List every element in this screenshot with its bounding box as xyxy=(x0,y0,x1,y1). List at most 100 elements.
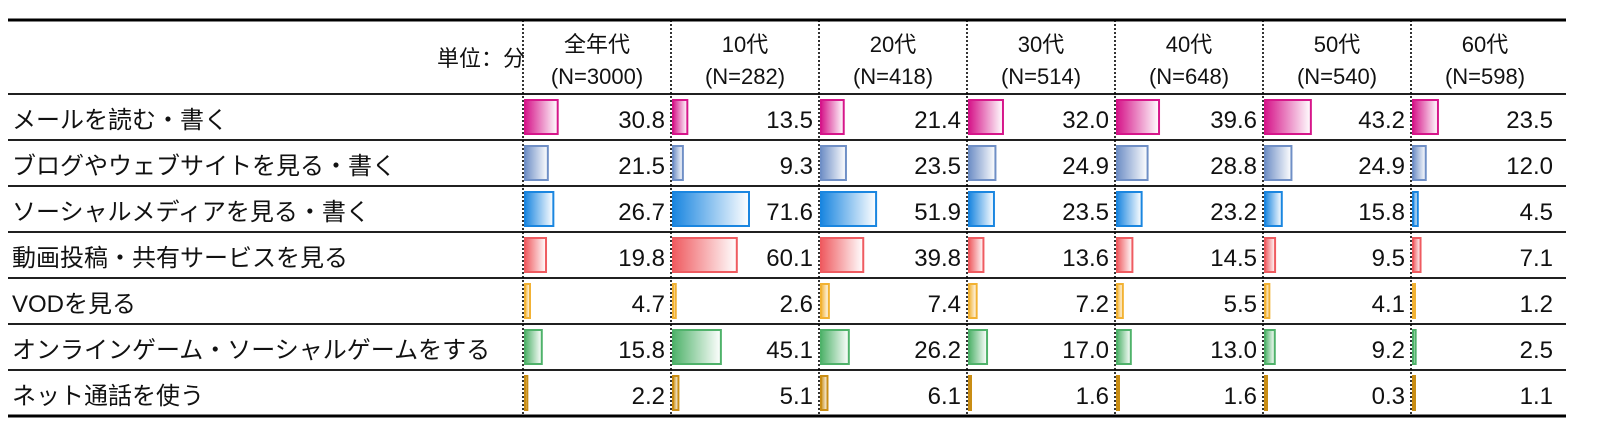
bar xyxy=(1264,99,1312,135)
value-label: 21.4 xyxy=(914,107,961,134)
value-label: 4.7 xyxy=(632,291,665,318)
value-label: 1.6 xyxy=(1076,383,1109,410)
bar xyxy=(1412,329,1417,365)
row-label: ブログやウェブサイトを見る・書く xyxy=(12,153,396,180)
row-label: オンラインゲーム・ソーシャルゲームをする xyxy=(12,337,490,364)
bar xyxy=(672,375,680,411)
value-label: 5.1 xyxy=(780,383,813,410)
row-label: メールを読む・書く xyxy=(12,107,228,134)
value-label: 0.3 xyxy=(1372,383,1405,410)
value-label: 21.5 xyxy=(618,153,665,180)
column-header-label: 全年代 xyxy=(564,32,630,57)
column-header-label: 30代 xyxy=(1018,32,1064,57)
bar xyxy=(1412,99,1439,135)
table-rows: メールを読む・書く 30.8 13.5 21.4 32.0 39.6 43.2 23.5 ブログ… xyxy=(12,99,1553,411)
bar xyxy=(1264,145,1293,181)
bar xyxy=(1412,375,1416,411)
bar xyxy=(968,375,972,411)
bar xyxy=(968,99,1004,135)
bar xyxy=(820,99,845,135)
value-label: 6.1 xyxy=(928,383,961,410)
value-label: 9.3 xyxy=(780,153,813,180)
value-label: 13.0 xyxy=(1210,337,1257,364)
value-label: 24.9 xyxy=(1358,153,1405,180)
bar xyxy=(672,99,689,135)
bar xyxy=(524,329,543,365)
value-label: 26.2 xyxy=(914,337,961,364)
value-label: 2.5 xyxy=(1520,337,1553,364)
value-label: 26.7 xyxy=(618,199,665,226)
value-label: 23.5 xyxy=(1506,107,1553,134)
value-label: 7.2 xyxy=(1076,291,1109,318)
column-header-label: 60代 xyxy=(1462,32,1508,57)
column-headers: 全年代 (N=3000) 10代 (N=282) 20代 (N=418) 30代 (N=514… xyxy=(551,32,1525,89)
value-label: 7.4 xyxy=(928,291,961,318)
bar xyxy=(968,191,995,227)
value-label: 39.6 xyxy=(1210,107,1257,134)
bar xyxy=(672,145,684,181)
column-header-n: (N=540) xyxy=(1297,64,1377,89)
table-lines xyxy=(8,18,1566,418)
bar xyxy=(1264,329,1276,365)
bar xyxy=(820,145,847,181)
value-label: 23.2 xyxy=(1210,199,1257,226)
row-label: VODを見る xyxy=(12,291,136,318)
value-label: 23.5 xyxy=(914,153,961,180)
bar xyxy=(1412,191,1419,227)
bar xyxy=(1116,329,1132,365)
bar xyxy=(1264,237,1277,273)
bar xyxy=(524,99,559,135)
value-label: 13.6 xyxy=(1062,245,1109,272)
value-label: 71.6 xyxy=(766,199,813,226)
value-label: 19.8 xyxy=(618,245,665,272)
value-label: 2.6 xyxy=(780,291,813,318)
value-label: 17.0 xyxy=(1062,337,1109,364)
row-label: ネット通話を使う xyxy=(12,383,204,410)
bar xyxy=(1116,237,1134,273)
value-label: 28.8 xyxy=(1210,153,1257,180)
bar xyxy=(524,237,548,273)
value-label: 2.2 xyxy=(632,383,665,410)
bar xyxy=(1116,283,1124,319)
value-label: 4.1 xyxy=(1372,291,1405,318)
row-label: 動画投稿・共有サービスを見る xyxy=(12,245,348,272)
value-label: 1.6 xyxy=(1224,383,1257,410)
bar xyxy=(820,283,830,319)
value-label: 7.1 xyxy=(1520,245,1553,272)
bar xyxy=(672,329,722,365)
value-label: 24.9 xyxy=(1062,153,1109,180)
bar xyxy=(968,283,978,319)
bar xyxy=(820,329,850,365)
bar xyxy=(1264,375,1268,411)
column-header-n: (N=418) xyxy=(853,64,933,89)
value-label: 60.1 xyxy=(766,245,813,272)
column-header-n: (N=648) xyxy=(1149,64,1229,89)
value-label: 23.5 xyxy=(1062,199,1109,226)
bar xyxy=(1264,283,1271,319)
row-label: ソーシャルメディアを見る・書く xyxy=(12,199,370,226)
column-header-n: (N=514) xyxy=(1001,64,1081,89)
value-label: 32.0 xyxy=(1062,107,1109,134)
value-label: 14.5 xyxy=(1210,245,1257,272)
value-label: 1.2 xyxy=(1520,291,1553,318)
bar xyxy=(672,191,750,227)
column-header-label: 40代 xyxy=(1166,32,1212,57)
bar xyxy=(1412,237,1422,273)
value-label: 9.5 xyxy=(1372,245,1405,272)
bar xyxy=(524,191,555,227)
bar xyxy=(820,237,865,273)
bar xyxy=(1116,99,1161,135)
column-header-label: 10代 xyxy=(722,32,768,57)
value-label: 4.5 xyxy=(1520,199,1553,226)
value-label: 39.8 xyxy=(914,245,961,272)
value-label: 5.5 xyxy=(1224,291,1257,318)
value-label: 1.1 xyxy=(1520,383,1553,410)
value-label: 15.8 xyxy=(618,337,665,364)
column-header-label: 20代 xyxy=(870,32,916,57)
bar xyxy=(1412,145,1427,181)
value-label: 45.1 xyxy=(766,337,813,364)
value-label: 13.5 xyxy=(766,107,813,134)
column-header-n: (N=3000) xyxy=(551,64,643,89)
bar xyxy=(1116,191,1143,227)
